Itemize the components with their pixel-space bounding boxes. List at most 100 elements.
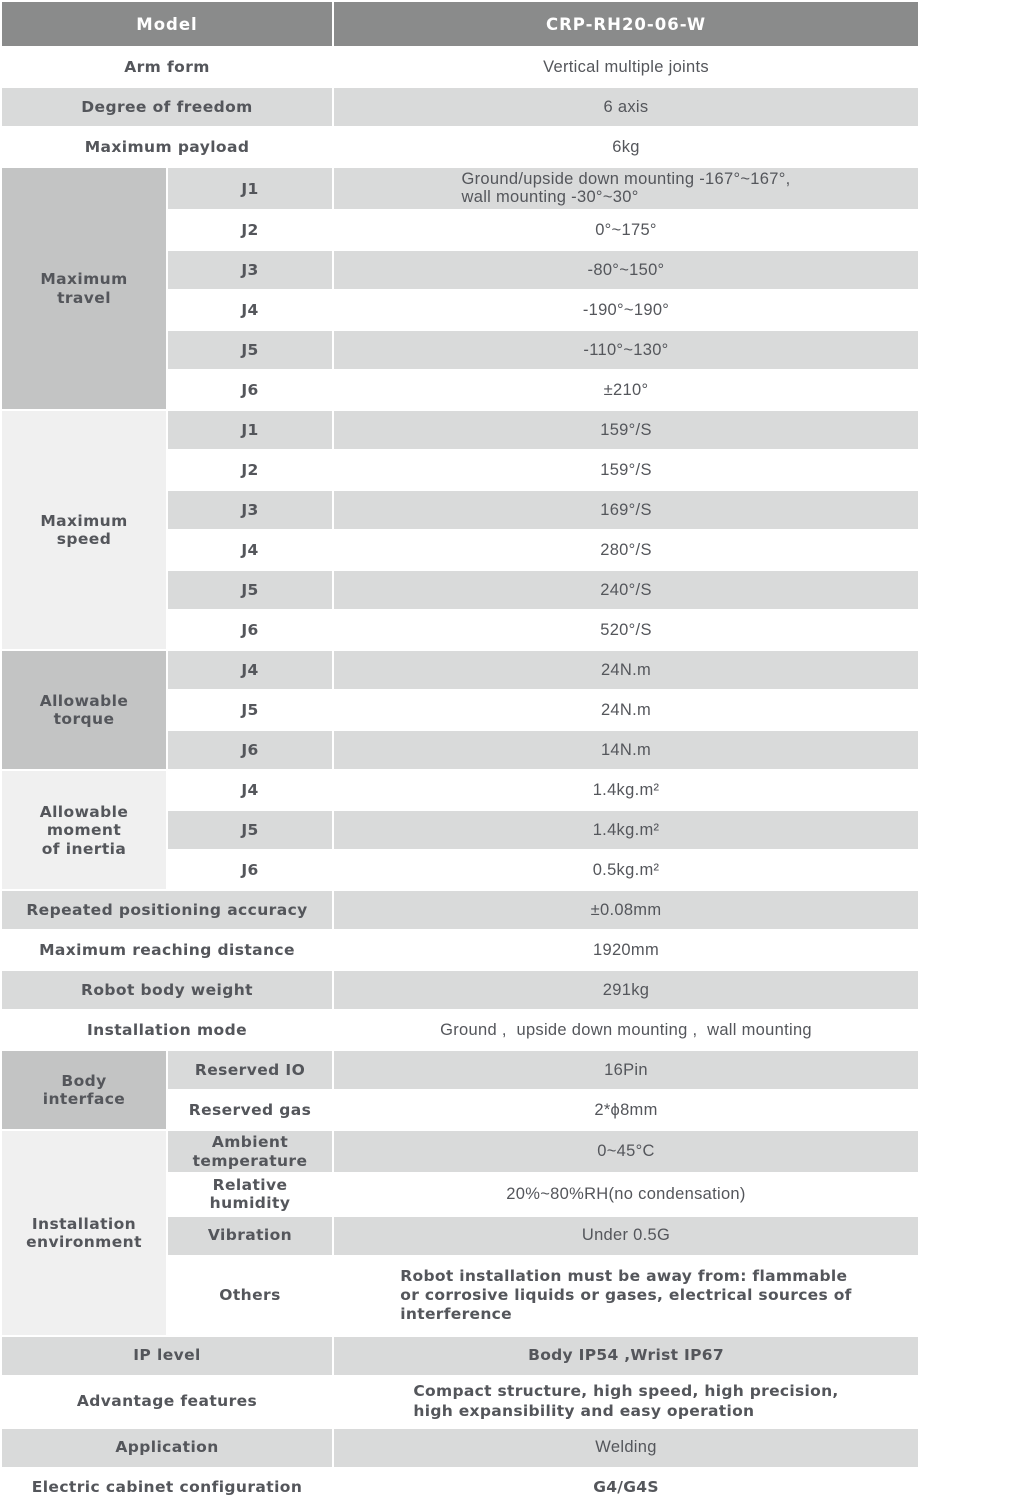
row-value-text: Ground/upside down mounting -167°~167°, … bbox=[461, 170, 791, 207]
sub-label: J5 bbox=[168, 691, 333, 730]
table-row: Robot body weight 291kg bbox=[2, 971, 918, 1010]
row-value-text: -80°~150° bbox=[587, 261, 665, 280]
row-value: -80°~150° bbox=[334, 251, 918, 290]
row-label: Degree of freedom bbox=[2, 88, 333, 126]
table-row: Allowable torque J4 24N.m bbox=[2, 651, 918, 770]
row-value: 520°/S bbox=[334, 611, 918, 650]
row-value: 280°/S bbox=[334, 531, 918, 570]
row-value-text: Robot installation must be away from: fl… bbox=[400, 1266, 852, 1324]
table-header-row: Model CRP-RH20-06-W bbox=[2, 2, 918, 46]
row-value: Ground/upside down mounting -167°~167°, … bbox=[334, 168, 918, 210]
table-row: J5 1.4kg.m² bbox=[2, 811, 918, 850]
table-row: Arm form Vertical multiple joints bbox=[2, 48, 918, 86]
row-value-text: 0°~175° bbox=[595, 221, 657, 240]
row-value-text: 6kg bbox=[612, 137, 640, 156]
row-value-text: 16Pin bbox=[604, 1061, 648, 1080]
sub-label: J6 bbox=[168, 731, 333, 770]
sub-label: J6 bbox=[168, 611, 333, 650]
row-value-text: 169°/S bbox=[600, 501, 652, 520]
row-value-text: Ground , upside down mounting , wall mou… bbox=[440, 1021, 812, 1040]
row-value: 240°/S bbox=[334, 571, 918, 610]
table-row: Application Welding bbox=[2, 1428, 918, 1467]
table-row: Maximum payload 6kg bbox=[2, 128, 918, 166]
table-row: Advantage features Compact structure, hig… bbox=[2, 1376, 918, 1427]
sub-label: J4 bbox=[168, 771, 333, 810]
row-value-text: 280°/S bbox=[600, 541, 652, 560]
row-value: 20%~80%RH(no condensation) bbox=[334, 1174, 918, 1215]
table-row: Maximum reaching distance 1920mm bbox=[2, 931, 918, 970]
row-value-text: 159°/S bbox=[600, 421, 652, 440]
group-label: Installation environment bbox=[2, 1131, 166, 1335]
model-header-label: Model bbox=[2, 2, 333, 46]
row-label: Arm form bbox=[2, 48, 333, 86]
group-label: Maximum travel bbox=[2, 168, 166, 410]
row-value: 6 axis bbox=[334, 88, 918, 126]
sub-label: Vibration bbox=[168, 1216, 333, 1255]
table-row: Installation environment Ambient temperat… bbox=[2, 1131, 918, 1335]
row-value-text: 1920mm bbox=[593, 941, 659, 960]
spec-sheet: Model CRP-RH20-06-W Arm form Vertical mul… bbox=[2, 2, 918, 1507]
table-row: Allowable moment of inertia J4 1.4kg.m² bbox=[2, 771, 918, 890]
table-row: J2 0°~175° bbox=[2, 211, 918, 250]
row-value-text: Under 0.5G bbox=[581, 1226, 671, 1245]
table-row: J3 -80°~150° bbox=[2, 251, 918, 290]
group-label: Maximum speed bbox=[2, 411, 166, 650]
table-row: Degree of freedom 6 axis bbox=[2, 88, 918, 126]
row-value-text: ±0.08mm bbox=[590, 901, 662, 920]
table-row: Maximum travel J1 Ground/upside down mount… bbox=[2, 168, 918, 410]
sub-label: J4 bbox=[168, 651, 333, 690]
row-value: 0.5kg.m² bbox=[334, 851, 918, 890]
row-value-text: 520°/S bbox=[600, 621, 652, 640]
row-value: 24N.m bbox=[334, 651, 918, 690]
row-value: 159°/S bbox=[334, 451, 918, 490]
group-label: Allowable torque bbox=[2, 651, 166, 770]
row-value-text: Body IP54 ,Wrist IP67 bbox=[528, 1345, 724, 1364]
group-label: Allowable moment of inertia bbox=[2, 771, 166, 890]
row-label: Maximum payload bbox=[2, 128, 333, 166]
sub-label: J6 bbox=[168, 851, 333, 890]
table-row: Maximum speed J1 159°/S bbox=[2, 411, 918, 650]
table-row: Body interface Reserved IO 16Pin bbox=[2, 1051, 918, 1130]
row-value: 1.4kg.m² bbox=[334, 811, 918, 850]
row-value: 14N.m bbox=[334, 731, 918, 770]
row-label: Application bbox=[2, 1428, 333, 1467]
sub-label: J1 bbox=[168, 411, 333, 450]
row-label: Robot body weight bbox=[2, 971, 333, 1010]
row-value-text: 240°/S bbox=[600, 581, 652, 600]
table-row: J3 169°/S bbox=[2, 491, 918, 530]
row-value-text: ±210° bbox=[603, 381, 649, 400]
sub-label: Relative humidity bbox=[168, 1174, 333, 1215]
row-label: Repeated positioning accuracy bbox=[2, 891, 333, 930]
row-value: ±210° bbox=[334, 371, 918, 410]
row-value-text: -110°~130° bbox=[583, 341, 669, 360]
row-label: Maximum reaching distance bbox=[2, 931, 333, 970]
sub-label: J5 bbox=[168, 331, 333, 370]
row-value: 24N.m bbox=[334, 691, 918, 730]
sub-label: J2 bbox=[168, 451, 333, 490]
row-value-text: Welding bbox=[595, 1438, 657, 1457]
row-value: 1.4kg.m² bbox=[334, 771, 918, 810]
table-row: IP level Body IP54 ,Wrist IP67 bbox=[2, 1336, 918, 1375]
row-value-text: 24N.m bbox=[600, 661, 652, 680]
table-row: J4 280°/S bbox=[2, 531, 918, 570]
row-value: 16Pin bbox=[334, 1051, 918, 1090]
sub-label: J6 bbox=[168, 371, 333, 410]
row-value: 169°/S bbox=[334, 491, 918, 530]
table-row: Relative humidity 20%~80%RH(no condensati… bbox=[2, 1174, 918, 1215]
row-value: -110°~130° bbox=[334, 331, 918, 370]
row-value-text: 291kg bbox=[602, 981, 650, 1000]
table-row: J5 -110°~130° bbox=[2, 331, 918, 370]
row-value: Welding bbox=[334, 1428, 918, 1467]
row-label: Advantage features bbox=[2, 1376, 333, 1427]
row-value-text: -190°~190° bbox=[582, 301, 670, 320]
row-value: 0°~175° bbox=[334, 211, 918, 250]
row-value: Ground , upside down mounting , wall mou… bbox=[334, 1011, 918, 1050]
sub-label: J1 bbox=[168, 168, 333, 210]
table-row: J5 24N.m bbox=[2, 691, 918, 730]
row-value: 291kg bbox=[334, 971, 918, 1010]
sub-label: J3 bbox=[168, 491, 333, 530]
row-value-text: 1.4kg.m² bbox=[592, 781, 660, 800]
row-value-text: Compact structure, high speed, high prec… bbox=[413, 1382, 839, 1420]
table-row: Electric cabinet configuration G4/G4S bbox=[2, 1468, 918, 1507]
row-value: 6kg bbox=[334, 128, 918, 166]
